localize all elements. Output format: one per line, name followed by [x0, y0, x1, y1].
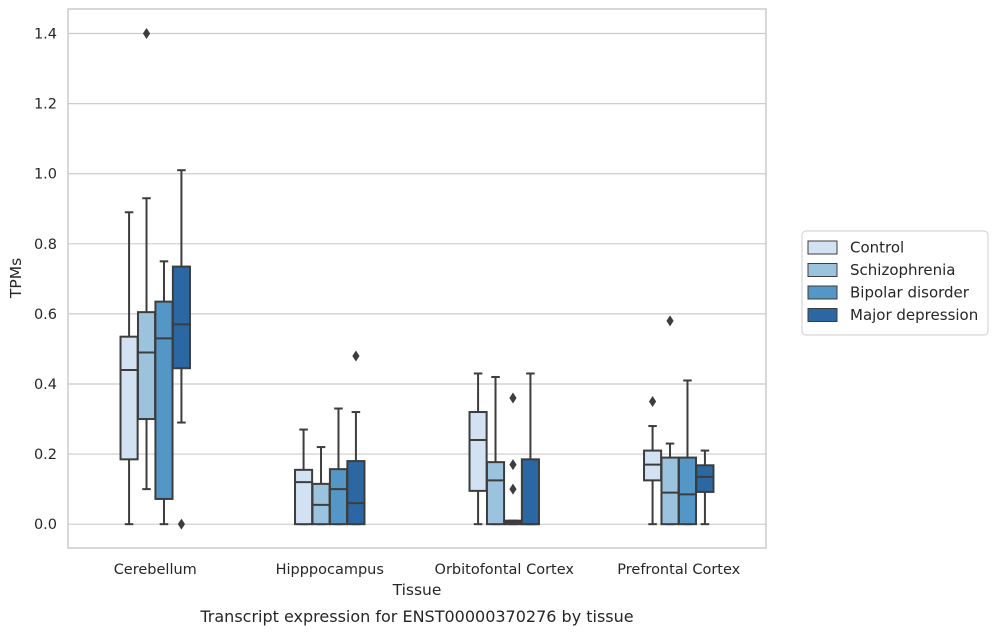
box-iqr — [136, 311, 157, 421]
y-tick-label: 0.6 — [34, 307, 57, 323]
box-iqr — [154, 300, 174, 500]
box-iqr — [171, 265, 191, 370]
legend-swatch — [807, 263, 838, 277]
x-tick-label: Prefrontal Cortex — [617, 562, 740, 578]
outlier-point — [509, 392, 517, 404]
y-tick-label: 0.0 — [34, 517, 57, 533]
box-iqr — [520, 458, 540, 526]
outlier-point — [509, 483, 517, 495]
outlier-point — [352, 350, 360, 362]
outlier-point — [509, 459, 517, 471]
y-tick-label: 1.4 — [34, 27, 57, 43]
box-0-2 — [154, 260, 174, 526]
x-tick-labels: Cerebellum Hipppocampus Orbitofontal Corte… — [114, 562, 741, 578]
box-3-1 — [660, 315, 680, 526]
box-0-3 — [171, 169, 191, 530]
box-iqr — [695, 464, 715, 493]
box-3-3 — [695, 449, 715, 526]
legend-box — [801, 230, 989, 336]
box-iqr — [660, 456, 680, 526]
y-tick-label: 1.2 — [34, 97, 57, 113]
box-3-2 — [677, 379, 698, 526]
box-iqr — [677, 456, 698, 526]
box-1-1 — [311, 446, 331, 526]
legend: Control Schizophrenia Bipolar disorder Majo… — [801, 230, 989, 336]
x-axis-label: Tissue — [392, 581, 442, 599]
y-axis-label: TPMs — [7, 258, 25, 299]
y-tick-label: 1.0 — [34, 167, 57, 183]
box-iqr — [468, 411, 488, 492]
outlier-point — [177, 518, 186, 530]
legend-label: Control — [850, 239, 904, 257]
box-0-0 — [119, 211, 139, 526]
box-2-2 — [503, 392, 523, 526]
outlier-point — [648, 396, 657, 408]
y-tick-label: 0.2 — [34, 447, 57, 463]
plot-frame — [67, 8, 767, 549]
legend-label: Bipolar disorder — [850, 284, 970, 302]
box-2-0 — [468, 372, 488, 526]
legend-swatch — [807, 240, 838, 255]
legend-swatch — [807, 285, 838, 300]
outlier-point — [142, 28, 151, 40]
box-iqr — [119, 335, 139, 461]
box-iqr — [328, 468, 349, 526]
x-tick-label: Orbitofontal Cortex — [435, 562, 575, 578]
y-tick-label: 0.8 — [34, 237, 57, 253]
y-tick-label: 0.4 — [34, 377, 57, 393]
outlier-point — [666, 315, 674, 327]
x-tick-label: Hipppocampus — [276, 562, 384, 578]
box-iqr — [346, 460, 366, 526]
x-tick-label: Cerebellum — [114, 562, 197, 578]
legend-swatch — [807, 308, 838, 322]
box-0-1 — [136, 28, 157, 491]
legend-label: Schizophrenia — [850, 261, 955, 279]
chart-caption: Transcript expression for ENST0000037027… — [199, 607, 633, 626]
box-1-2 — [328, 407, 349, 526]
box-2-1 — [485, 375, 506, 526]
box-iqr — [485, 461, 506, 526]
box-1-3 — [346, 350, 366, 526]
box-iqr — [294, 468, 314, 526]
y-tick-labels: 0.0 0.2 0.4 0.6 0.8 1.0 1.2 1.4 — [34, 27, 57, 534]
box-2-3 — [520, 372, 540, 526]
boxes-layer — [119, 28, 715, 530]
legend-label: Major depression — [850, 306, 978, 324]
